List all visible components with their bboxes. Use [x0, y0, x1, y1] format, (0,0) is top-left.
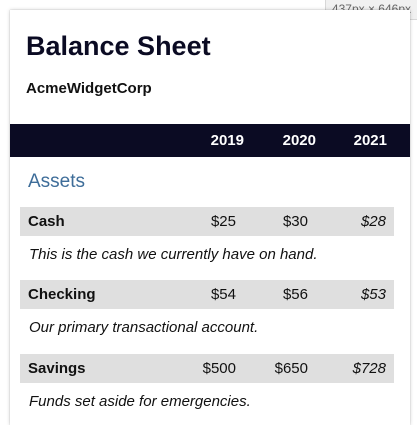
row-note-cash: This is the cash we currently have on ha…	[29, 246, 318, 263]
row-label: Cash	[28, 213, 65, 230]
row-value-2021: $28	[360, 213, 386, 230]
year-header-2020: 2020	[282, 132, 316, 149]
table-row-checking: Checking $54 $56 $53	[20, 280, 394, 309]
row-value-2019: $54	[210, 286, 236, 303]
section-title-assets: Assets	[28, 171, 86, 192]
company-name: AcmeWidgetCorp	[26, 80, 152, 97]
page-title: Balance Sheet	[26, 31, 211, 61]
table-row-cash: Cash $25 $30 $28	[20, 207, 394, 236]
year-header-2019: 2019	[210, 132, 244, 149]
row-value-2020: $30	[282, 213, 308, 230]
row-label: Checking	[28, 286, 96, 303]
row-note-savings: Funds set aside for emergencies.	[29, 393, 251, 410]
row-value-2019: $500	[202, 360, 236, 377]
row-value-2020: $650	[274, 360, 308, 377]
row-label: Savings	[28, 360, 86, 377]
balance-sheet-card: Balance Sheet AcmeWidgetCorp 2019 2020 2…	[10, 10, 410, 425]
row-value-2021: $53	[360, 286, 386, 303]
year-header-band: 2019 2020 2021	[10, 124, 410, 157]
row-note-checking: Our primary transactional account.	[29, 319, 259, 336]
row-value-2019: $25	[210, 213, 236, 230]
row-value-2021: $728	[352, 360, 386, 377]
year-header-2021: 2021	[353, 132, 387, 149]
row-value-2020: $56	[282, 286, 308, 303]
table-row-savings: Savings $500 $650 $728	[20, 354, 394, 383]
